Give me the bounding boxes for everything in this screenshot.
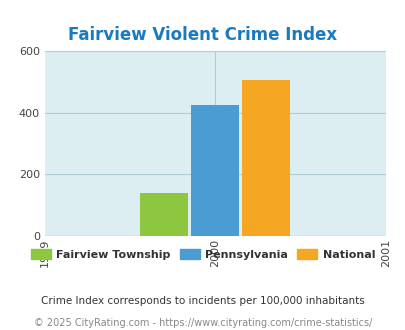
Text: Fairview Violent Crime Index: Fairview Violent Crime Index bbox=[68, 26, 337, 44]
Legend: Fairview Township, Pennsylvania, National: Fairview Township, Pennsylvania, Nationa… bbox=[29, 247, 376, 262]
Bar bbox=[242, 81, 290, 236]
Bar bbox=[191, 105, 239, 236]
Text: © 2025 CityRating.com - https://www.cityrating.com/crime-statistics/: © 2025 CityRating.com - https://www.city… bbox=[34, 318, 371, 328]
Bar bbox=[140, 193, 188, 236]
Text: Crime Index corresponds to incidents per 100,000 inhabitants: Crime Index corresponds to incidents per… bbox=[41, 296, 364, 306]
